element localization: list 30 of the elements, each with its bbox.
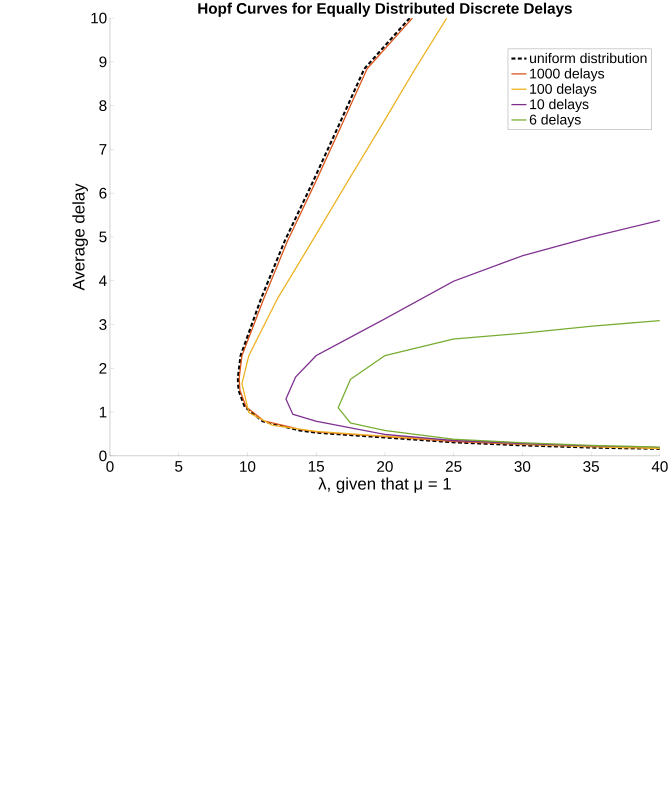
y-tick-label: 6 [99,188,106,199]
y-tick-label: 0 [99,450,107,462]
legend-label: 10 delays [530,98,589,112]
x-tick-label: 40 [652,461,668,472]
x-tick-label: 10 [240,461,256,472]
y-tick-label: 7 [99,144,106,155]
x-tick-label: 30 [514,461,530,472]
x-tick-label: 25 [446,461,462,472]
legend-label: uniform distribution [530,52,647,64]
x-tick-label: 15 [308,461,324,472]
x-tick-label: 35 [583,461,599,472]
legend-label: 6 delays [530,114,581,128]
line-series [285,220,660,448]
legend-label: 100 delays [530,84,596,97]
chart-title: Hopf Curves for Equally Distributed Discrete Delays [198,2,572,17]
y-tick-label: 9 [99,56,106,68]
y-tick-label: 3 [99,319,106,330]
x-axis-title: λ, given that μ = 1 [318,477,451,494]
y-tick-label: 10 [91,12,107,24]
y-tick-label: 8 [99,100,106,112]
x-tick-label: 20 [377,461,393,472]
x-tick-label: 5 [175,461,182,472]
legend-label: 1000 delays [530,68,604,82]
y-tick-label: 5 [99,232,107,242]
y-tick-label: 1 [100,406,106,418]
y-tick-label: 2 [99,363,106,374]
y-tick-label: 4 [99,276,107,286]
x-tick-label: 0 [106,461,114,472]
y-axis-title: Average delay [72,183,88,291]
line-series [338,320,660,448]
